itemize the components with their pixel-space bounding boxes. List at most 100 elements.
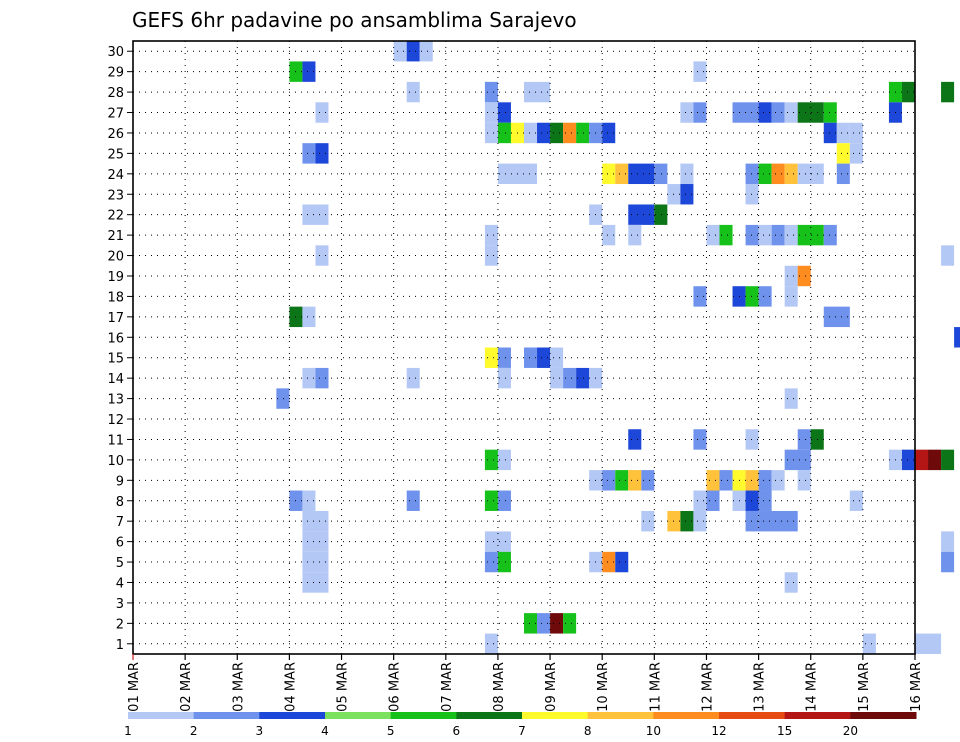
- precip-cell: [524, 81, 551, 103]
- precip-cell: [315, 245, 329, 266]
- y-tick-label: 6: [116, 536, 124, 551]
- precip-cell: [784, 102, 798, 123]
- y-tick-label: 5: [116, 556, 124, 571]
- precip-cell: [941, 551, 955, 573]
- precip-cell: [602, 163, 616, 185]
- precip-cell: [706, 470, 720, 491]
- precip-cell: [524, 613, 538, 634]
- precip-cell: [484, 490, 498, 511]
- precip-cell: [550, 122, 564, 144]
- precip-cell: [302, 204, 329, 225]
- y-tick-label: 20: [107, 250, 124, 265]
- x-tick-label: 13 MAR: [753, 662, 768, 712]
- precip-cell: [497, 449, 511, 471]
- precip-cell: [941, 531, 955, 552]
- precip-cell: [784, 163, 798, 185]
- colorbar-label: 20: [843, 724, 858, 738]
- precip-cell: [771, 102, 785, 123]
- precip-cell: [302, 367, 316, 389]
- precip-cell: [954, 327, 960, 348]
- precip-cell: [706, 224, 720, 246]
- y-tick-label: 13: [107, 393, 124, 408]
- x-tick-label: 01 MAR: [127, 662, 142, 712]
- precip-cell: [771, 470, 785, 491]
- colorbar-label: 12: [711, 724, 726, 738]
- precip-cell: [784, 449, 811, 471]
- precip-cell: [576, 367, 590, 389]
- precip-cell: [628, 470, 642, 491]
- precip-cell: [745, 510, 759, 532]
- precip-cell: [901, 81, 915, 103]
- precip-cell: [537, 347, 551, 368]
- colorbar: 1 2 3 4 5 6 7 8 10 12 15 20: [124, 712, 917, 738]
- precip-cell: [915, 633, 942, 654]
- precip-cell: [315, 143, 329, 164]
- precip-cell: [941, 81, 955, 103]
- y-tick-label: 30: [107, 45, 124, 60]
- colorbar-swatch: [587, 712, 654, 719]
- precip-cell: [784, 388, 798, 409]
- y-axis: 1234567891011121314151617181920212223242…: [107, 45, 133, 653]
- precip-cell: [602, 122, 616, 144]
- chart-title: GEFS 6hr padavine po ansamblima Sarajevo: [132, 8, 577, 32]
- precip-cell: [745, 286, 759, 307]
- precip-cell: [302, 510, 329, 532]
- y-tick-label: 29: [107, 66, 124, 81]
- precip-cell: [641, 510, 655, 532]
- precip-cell: [550, 367, 564, 389]
- precip-cell: [745, 163, 759, 185]
- plot-frame: [132, 40, 916, 655]
- precip-cell: [862, 633, 876, 654]
- colorbar-label: 7: [518, 724, 526, 738]
- precip-cell: [758, 470, 772, 491]
- precip-cell: [797, 265, 811, 287]
- colorbar-label: 15: [777, 724, 792, 738]
- precip-cell: [537, 122, 551, 144]
- precip-cell: [745, 470, 759, 491]
- x-tick-label: 04 MAR: [283, 662, 298, 712]
- precip-cell: [823, 102, 837, 123]
- precip-cell: [836, 143, 850, 164]
- colorbar-label: 5: [387, 724, 395, 738]
- precip-cell: [836, 163, 850, 185]
- precip-cell: [419, 41, 433, 62]
- colorbar-swatch: [653, 712, 720, 719]
- precip-cell: [915, 449, 929, 471]
- precip-cell: [693, 102, 707, 123]
- precip-cell: [484, 122, 498, 144]
- x-tick-label: 06 MAR: [388, 662, 403, 712]
- precip-cell: [302, 490, 316, 511]
- precip-cell: [641, 470, 655, 491]
- colorbar-label: 10: [646, 724, 661, 738]
- precip-cell: [693, 61, 707, 82]
- precip-cell: [484, 449, 498, 471]
- y-tick-label: 26: [107, 127, 124, 142]
- x-axis: 01 MAR 02 MAR 03 MAR 04 MAR 05 MAR 06 MAR 07 M…: [127, 654, 924, 712]
- colorbar-label: 2: [190, 724, 198, 738]
- precip-cell: [406, 490, 420, 511]
- precip-cell: [393, 41, 407, 62]
- x-tick-label: 15 MAR: [857, 662, 872, 712]
- y-tick-label: 7: [116, 515, 124, 530]
- x-tick-label: 11 MAR: [648, 662, 663, 712]
- precip-cell: [576, 122, 590, 144]
- colorbar-swatch: [259, 712, 326, 719]
- precip-cell: [719, 224, 733, 246]
- precip-cell: [497, 102, 511, 123]
- colorbar-swatch: [784, 712, 851, 719]
- y-tick-label: 23: [107, 188, 124, 203]
- y-tick-label: 16: [107, 331, 124, 346]
- y-tick-label: 3: [116, 597, 124, 612]
- precip-cell: [719, 470, 733, 491]
- precip-cell: [497, 367, 511, 389]
- precip-cell: [680, 510, 694, 532]
- precip-cell: [315, 367, 329, 389]
- precip-cell: [849, 143, 863, 164]
- precip-cell: [836, 122, 850, 144]
- precip-cell: [302, 61, 316, 82]
- precip-cell: [745, 429, 759, 450]
- precip-cell: [537, 613, 551, 634]
- colorbar-swatch: [325, 712, 392, 719]
- precip-cell: [680, 163, 694, 185]
